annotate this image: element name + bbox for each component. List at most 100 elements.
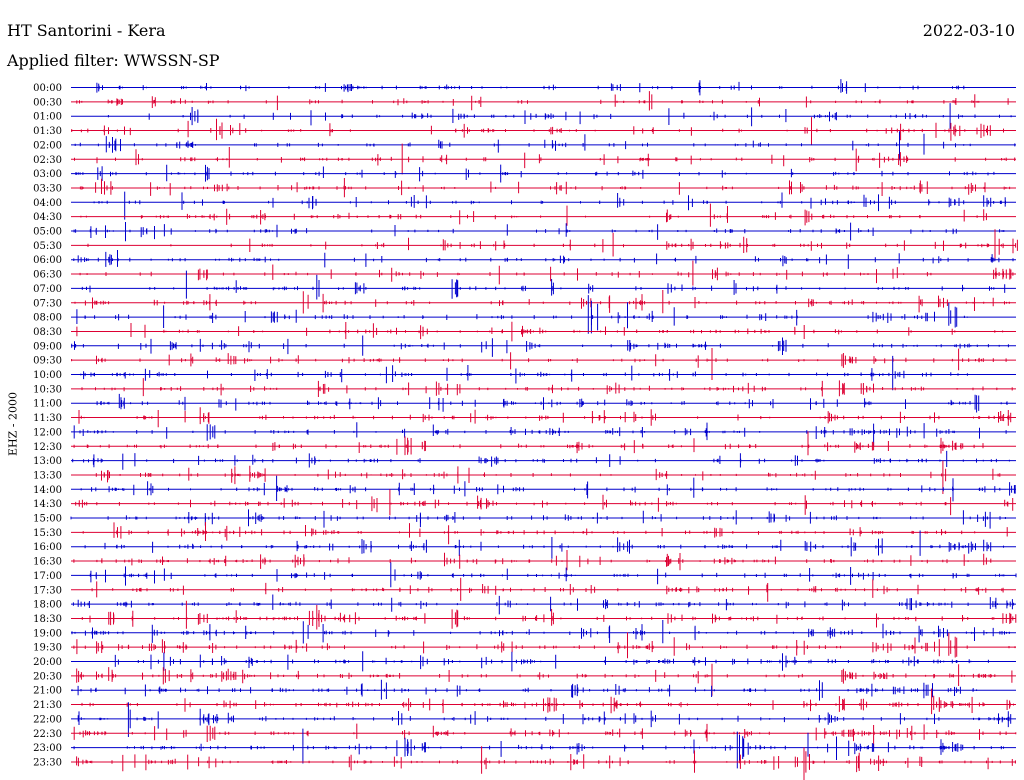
row-time-label: 22:30 (33, 729, 62, 740)
row-time-label: 13:00 (33, 456, 62, 467)
row-time-label: 04:00 (33, 198, 62, 209)
row-time-label: 01:00 (33, 112, 62, 123)
trace-row (71, 91, 1016, 111)
row-time-label: 16:30 (33, 557, 62, 568)
trace-row (71, 103, 1016, 129)
row-time-label: 21:30 (33, 700, 62, 711)
trace-row (71, 348, 1016, 380)
trace-row (71, 475, 1016, 502)
row-time-label: 11:30 (33, 413, 62, 424)
trace-row (71, 422, 1016, 447)
row-time-label: 07:00 (33, 284, 62, 295)
trace-row (71, 577, 1016, 602)
filter-label: Applied filter: WWSSN-SP (7, 51, 220, 70)
trace-row (71, 679, 1016, 701)
trace-row (71, 393, 1016, 413)
trace-row (71, 489, 1016, 516)
trace-row (71, 222, 1016, 242)
trace-row (71, 131, 1016, 161)
trace-row (71, 620, 1016, 644)
row-time-label: 13:30 (33, 470, 62, 481)
row-time-label: 01:30 (33, 126, 62, 137)
trace-row (71, 378, 1016, 397)
row-time-label: 05:30 (33, 241, 62, 252)
trace-row (71, 321, 1016, 342)
trace-row (71, 728, 1016, 769)
trace-row (71, 460, 1016, 494)
trace-row (71, 663, 1016, 696)
trace-row (71, 723, 1017, 749)
trace-row (71, 178, 1016, 198)
trace-row (71, 550, 1016, 571)
row-time-label: 09:30 (33, 356, 62, 367)
row-time-label: 23:30 (33, 757, 62, 768)
row-time-label: 18:00 (33, 600, 62, 611)
trace-row (71, 450, 1016, 470)
trace-row (71, 295, 1016, 334)
row-time-label: 18:30 (33, 614, 62, 625)
row-time-label: 12:00 (33, 427, 62, 438)
row-time-label: 03:00 (33, 169, 62, 180)
row-time-label: 20:00 (33, 657, 62, 668)
row-time-label: 15:30 (33, 528, 62, 539)
trace-row (71, 431, 1016, 456)
trace-row (71, 290, 1016, 314)
row-time-label: 00:00 (33, 83, 62, 94)
row-time-label: 16:00 (33, 542, 62, 553)
trace-row (71, 143, 1016, 175)
row-time-label: 14:00 (33, 485, 62, 496)
trace-row (71, 522, 1016, 545)
row-time-label: 08:30 (33, 327, 62, 338)
trace-row (71, 203, 1016, 227)
trace-row (71, 79, 1016, 96)
trace-row (71, 335, 1016, 357)
row-time-label: 20:30 (33, 671, 62, 682)
row-time-label: 15:00 (33, 514, 62, 525)
trace-row (71, 651, 1016, 672)
row-time-label: 11:00 (33, 399, 62, 410)
trace-row (71, 702, 1016, 737)
trace-row (71, 688, 1016, 715)
station-title: HT Santorini - Kera (7, 21, 166, 40)
trace-row (71, 260, 1016, 286)
row-time-label: 02:30 (33, 155, 62, 166)
trace-row (70, 509, 1016, 529)
row-time-label: 05:00 (33, 227, 62, 238)
trace-row (71, 164, 1016, 183)
row-time-label: 17:00 (33, 571, 62, 582)
row-time-label: 19:30 (33, 643, 62, 654)
trace-row (71, 355, 1016, 391)
row-time-label: 08:00 (33, 313, 62, 324)
row-time-label: 22:00 (33, 714, 62, 725)
row-time-label: 09:00 (33, 341, 62, 352)
trace-row (71, 270, 1016, 300)
row-time-label: 21:00 (33, 686, 62, 697)
row-time-label: 19:00 (33, 628, 62, 639)
row-time-label: 17:30 (33, 585, 62, 596)
row-time-label: 07:30 (33, 298, 62, 309)
row-time-label: 23:00 (33, 743, 62, 754)
trace-row (71, 746, 1016, 780)
trace-row (71, 229, 1018, 261)
row-time-label: 10:00 (33, 370, 62, 381)
trace-row (71, 600, 1017, 630)
trace-row (71, 117, 1016, 146)
row-time-label: 14:30 (33, 499, 62, 510)
row-time-label: 03:30 (33, 183, 62, 194)
row-time-label: 06:30 (33, 270, 62, 281)
row-time-label: 04:30 (33, 212, 62, 223)
row-time-label: 02:00 (33, 140, 62, 151)
trace-row (71, 562, 1017, 588)
trace-row (71, 407, 1016, 428)
row-time-label: 06:00 (33, 255, 62, 266)
trace-row (71, 250, 1016, 269)
trace-row (71, 530, 1016, 559)
trace-row (71, 191, 1016, 220)
trace-row (71, 594, 1016, 615)
date-label: 2022-03-10 (922, 21, 1015, 40)
row-time-label: 12:30 (33, 442, 62, 453)
trace-row (71, 632, 1016, 659)
row-time-label: 00:30 (33, 97, 62, 108)
